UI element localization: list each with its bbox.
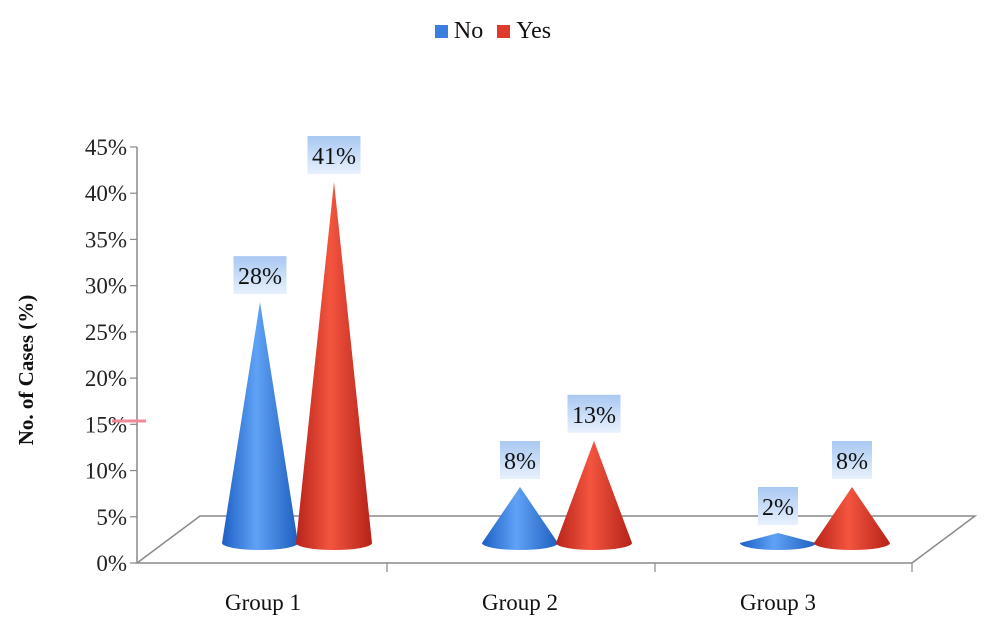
cone-yes-3: 8% (814, 441, 890, 550)
legend-swatch-yes (497, 25, 511, 38)
legend-label-yes: Yes (516, 18, 552, 44)
data-label: 28% (238, 264, 282, 290)
x-tick-label: Group 1 (225, 590, 301, 615)
data-label: 13% (572, 403, 616, 429)
y-tick-label: 35% (85, 227, 127, 252)
cones: 28% 41% 8% 13% 2% 8% (222, 135, 890, 550)
y-tick-label: 25% (85, 320, 127, 345)
y-tick-label: 30% (85, 274, 127, 299)
x-tick-label: Group 3 (740, 590, 816, 615)
y-tick-label: 10% (85, 459, 127, 484)
x-tick-label: Group 2 (482, 590, 558, 615)
cone-no-1: 28% (222, 256, 298, 550)
legend-item-no: No (434, 18, 484, 45)
y-axis-title: No. of Cases (%) (14, 294, 38, 446)
data-label: 8% (504, 449, 536, 475)
y-tick-label: 40% (85, 181, 127, 206)
cone-yes-2: 13% (556, 394, 632, 550)
data-label: 2% (762, 495, 794, 521)
data-label: 8% (836, 449, 868, 475)
cone-no-3: 2% (740, 487, 816, 550)
x-axis-labels: Group 1 Group 2 Group 3 (225, 590, 816, 615)
legend-swatch-no (434, 25, 448, 38)
legend-label-no: No (453, 18, 484, 44)
cone-no-2: 8% (482, 441, 558, 550)
y-axis: 0% 5% 10% 15% 20% 25% 30% 35% 40% 45% (85, 135, 146, 576)
y-tick-label: 15% (85, 412, 127, 437)
cone-yes-1: 41% (296, 135, 372, 550)
y-tick-label: 5% (96, 505, 127, 530)
chart-legend: No Yes (0, 18, 986, 45)
data-label: 41% (312, 144, 356, 170)
y-tick-label: 20% (85, 366, 127, 391)
y-tick-label: 45% (85, 135, 127, 160)
legend-item-yes: Yes (497, 18, 551, 45)
y-tick-label: 0% (96, 551, 127, 576)
chart-floor (134, 515, 978, 572)
